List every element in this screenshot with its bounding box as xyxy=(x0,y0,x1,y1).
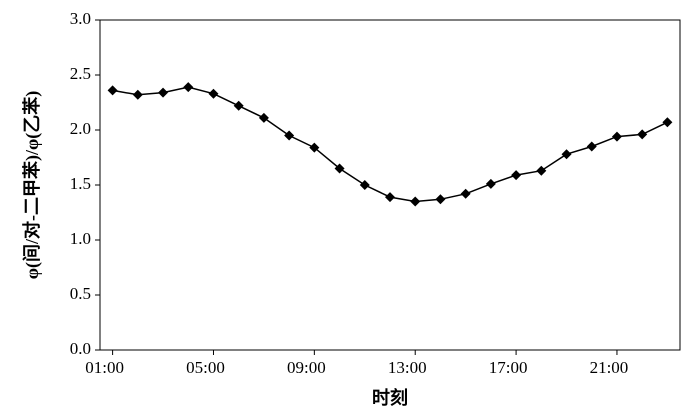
marker xyxy=(158,87,169,98)
marker xyxy=(586,141,597,152)
line xyxy=(112,86,668,203)
marker xyxy=(183,82,194,93)
marker xyxy=(637,129,648,140)
marker xyxy=(258,112,269,123)
marker xyxy=(359,180,370,190)
plot-frame xyxy=(99,19,681,351)
marker xyxy=(662,117,673,128)
marker xyxy=(233,100,244,111)
x-tick-label: 21:00 xyxy=(590,358,629,377)
marker xyxy=(334,163,345,174)
x-tick-label: 01:00 xyxy=(85,358,124,377)
y-tick-label: 2.5 xyxy=(70,64,91,83)
marker xyxy=(561,149,572,160)
marker xyxy=(435,194,446,205)
marker xyxy=(410,196,421,207)
marker xyxy=(536,165,547,176)
marker xyxy=(132,89,143,100)
marker xyxy=(460,188,471,199)
y-tick-label: 0.5 xyxy=(70,284,91,303)
x-tick-label: 05:00 xyxy=(186,358,225,377)
marker xyxy=(385,192,395,203)
x-tick-label: 13:00 xyxy=(388,358,427,377)
marker xyxy=(485,178,496,189)
marker xyxy=(107,85,118,96)
y-tick-label: 3.0 xyxy=(70,9,91,28)
marker xyxy=(309,142,320,153)
x-tick-label: 17:00 xyxy=(489,358,528,377)
y-tick-label: 1.5 xyxy=(70,174,91,193)
x-axis-title: 时刻 xyxy=(372,387,408,408)
marker xyxy=(511,170,522,181)
marker xyxy=(208,88,219,99)
marker xyxy=(611,131,622,142)
y-tick-label: 1.0 xyxy=(70,229,91,248)
y-tick-label: 2.0 xyxy=(70,119,91,138)
marker xyxy=(284,130,295,141)
x-tick-label: 09:00 xyxy=(287,358,326,377)
y-axis-title: φ(间/对-二甲苯)/φ(乙苯) xyxy=(21,91,43,279)
y-tick-label: 0.0 xyxy=(70,339,91,358)
